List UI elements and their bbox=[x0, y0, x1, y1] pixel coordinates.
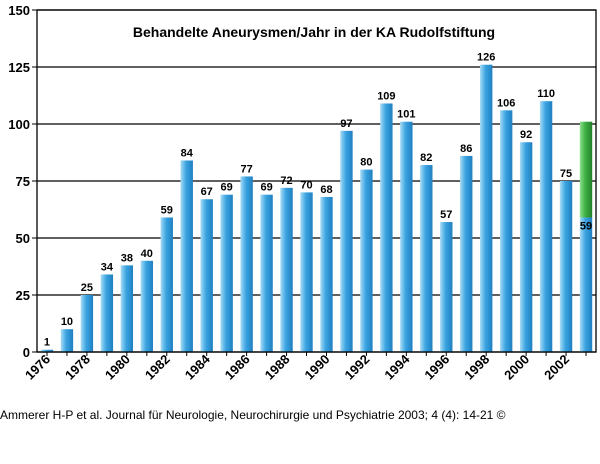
data-label: 57 bbox=[440, 209, 452, 221]
data-label: 34 bbox=[101, 261, 114, 273]
bar bbox=[440, 222, 453, 352]
data-label: 106 bbox=[497, 97, 515, 109]
y-tick-labels: 0 25 50 75 100 125 150 bbox=[8, 3, 30, 360]
bar bbox=[400, 121, 413, 352]
bar bbox=[559, 181, 573, 352]
citation-footer: Ammerer H-P et al. Journal für Neurologi… bbox=[0, 408, 506, 422]
bar bbox=[460, 155, 473, 352]
bar bbox=[260, 194, 273, 352]
data-label: 72 bbox=[280, 175, 292, 187]
data-label: 38 bbox=[121, 252, 133, 264]
bar bbox=[340, 130, 353, 352]
bar bbox=[180, 160, 193, 352]
data-label: 109 bbox=[377, 90, 395, 102]
x-tick-labels: 1976 1978 1980 1982 1984 1986 1988 1990 1992 1994… bbox=[22, 351, 572, 383]
bar-extension bbox=[579, 121, 593, 218]
x-tick-label: 1992 bbox=[341, 352, 372, 383]
plot-frame bbox=[36, 9, 597, 353]
x-tick-label: 2002 bbox=[541, 352, 572, 383]
data-label: 77 bbox=[241, 163, 253, 175]
bars bbox=[40, 64, 593, 352]
chart-title: Behandelte Aneurysmen/Jahr in der KA Rud… bbox=[133, 24, 495, 40]
data-label: 70 bbox=[300, 179, 312, 191]
bar bbox=[280, 187, 293, 352]
bar bbox=[360, 169, 373, 352]
data-label: 59 bbox=[161, 204, 173, 216]
data-label: 68 bbox=[320, 184, 332, 196]
bar bbox=[519, 142, 533, 352]
data-label: 126 bbox=[477, 52, 495, 64]
data-label: 110 bbox=[537, 88, 555, 100]
bar bbox=[380, 103, 393, 352]
y-tick-label: 50 bbox=[16, 231, 30, 246]
data-label: 67 bbox=[201, 186, 213, 198]
y-tick-label: 125 bbox=[8, 60, 30, 75]
data-label: 59 bbox=[580, 220, 592, 232]
bar bbox=[160, 217, 173, 352]
y-tick-label: 25 bbox=[16, 288, 30, 303]
bar bbox=[100, 274, 114, 352]
data-label: 69 bbox=[260, 182, 272, 194]
axes bbox=[32, 9, 597, 356]
data-label: 25 bbox=[81, 282, 93, 294]
bar bbox=[120, 265, 134, 352]
x-tick-label: 2000 bbox=[501, 352, 532, 383]
data-label: 80 bbox=[360, 157, 372, 169]
data-label: 69 bbox=[221, 182, 233, 194]
y-tick-label: 100 bbox=[8, 117, 30, 132]
data-label: 75 bbox=[560, 168, 572, 180]
x-tick-label: 1988 bbox=[262, 352, 293, 383]
data-label: 86 bbox=[460, 143, 472, 155]
x-tick-label: 1980 bbox=[102, 352, 133, 383]
bar bbox=[300, 192, 313, 352]
data-label: 84 bbox=[181, 147, 194, 159]
data-label: 97 bbox=[340, 118, 352, 130]
data-label: 92 bbox=[520, 129, 532, 141]
x-tick-label: 1998 bbox=[461, 352, 492, 383]
bar bbox=[200, 199, 213, 352]
data-label: 1 bbox=[44, 337, 50, 349]
x-tick-label: 1982 bbox=[142, 352, 173, 383]
data-label: 82 bbox=[420, 152, 432, 164]
bar bbox=[140, 260, 153, 352]
x-tick-label: 1990 bbox=[302, 352, 333, 383]
y-tick-label: 75 bbox=[16, 174, 30, 189]
bar bbox=[320, 196, 333, 352]
data-label: 40 bbox=[141, 248, 153, 260]
data-label: 101 bbox=[397, 109, 415, 121]
bar bbox=[80, 295, 94, 352]
x-tick-label: 1986 bbox=[222, 352, 253, 383]
bar bbox=[240, 176, 253, 352]
y-tick-label: 0 bbox=[23, 345, 30, 360]
x-tick-label: 1978 bbox=[62, 352, 93, 383]
bar bbox=[480, 64, 493, 352]
data-label: 10 bbox=[61, 316, 73, 328]
bar bbox=[60, 329, 74, 352]
x-tick-label: 1996 bbox=[421, 352, 452, 383]
bar bbox=[499, 110, 513, 352]
bar bbox=[220, 194, 233, 352]
bar bbox=[579, 217, 593, 352]
bar bbox=[539, 101, 553, 352]
bar bbox=[40, 349, 54, 352]
y-tick-label: 150 bbox=[8, 3, 30, 18]
bar bbox=[420, 165, 433, 352]
